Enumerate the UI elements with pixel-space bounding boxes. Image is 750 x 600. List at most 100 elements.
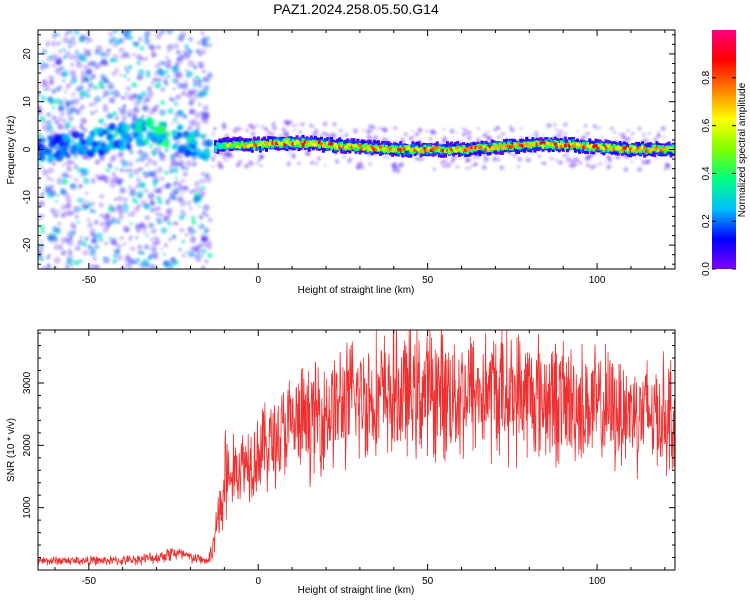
spectrogram-noise-point xyxy=(192,195,200,203)
spectrogram-noise-point xyxy=(563,132,568,136)
spectrogram-ridge-cell xyxy=(630,144,634,151)
spectrogram-ridge-cell xyxy=(539,141,543,145)
spectrogram-noise-point xyxy=(379,127,384,131)
spectrogram-ridge-cell xyxy=(559,145,563,149)
spectrogram-ridge-cell xyxy=(541,144,545,149)
spectrogram-noise-point xyxy=(142,105,147,111)
spectrogram-noise-point xyxy=(626,128,630,132)
spectrogram-noise-point xyxy=(131,41,135,45)
spectrogram-noise-point xyxy=(62,36,69,44)
spectrogram-blob xyxy=(99,132,104,138)
spectrogram-noise-point xyxy=(360,165,365,170)
spectrogram-noise-point xyxy=(557,160,563,165)
spectrogram-ridge-cell xyxy=(492,142,496,149)
spectrogram-noise-point xyxy=(64,193,71,201)
spectrogram-noise-point xyxy=(150,81,156,86)
spectrogram-noise-point xyxy=(221,122,227,128)
spectrogram-noise-point xyxy=(139,264,143,268)
spectrogram-noise-point xyxy=(637,166,643,173)
spectrogram-noise-point xyxy=(192,157,196,161)
snr-panel: -50 0 50 100 1000 2000 3000 Height of straigh… xyxy=(6,329,676,596)
spectrogram-ridge-cell xyxy=(551,143,555,147)
spectrogram-noise-point xyxy=(257,158,261,162)
spectrogram-ridge-cell xyxy=(214,146,218,153)
spectrogram-noise-point xyxy=(150,171,158,179)
spectrogram-ridge-cell xyxy=(336,145,340,149)
spectrogram-ridge-cell xyxy=(262,143,266,147)
spectrogram-ridge-cell xyxy=(574,143,578,147)
spectrogram-noise-point xyxy=(455,131,458,134)
spectrogram-noise-point xyxy=(140,159,144,163)
spectrogram-ridge-cell xyxy=(380,144,384,151)
spectrogram-blob xyxy=(108,122,116,131)
spectrogram-ridge-cell xyxy=(529,142,533,149)
spectrogram-noise-point xyxy=(119,236,124,240)
spectrogram-noise-point xyxy=(322,121,328,127)
spectrogram-noise-point xyxy=(38,163,41,166)
spectrogram-ridge-cell xyxy=(214,145,218,149)
spectrogram-noise-point xyxy=(173,43,180,50)
spectrogram-blob xyxy=(135,125,144,134)
spectrogram-noise-point xyxy=(419,157,424,162)
spectrogram-noise-point xyxy=(103,214,110,221)
spectrogram-noise-point xyxy=(56,193,60,197)
spectrogram-noise-point xyxy=(50,178,55,182)
spectrogram-noise-point xyxy=(65,173,70,179)
spectrogram-noise-point xyxy=(641,159,647,165)
spectrogram-noise-point xyxy=(465,166,469,170)
spectrogram-noise-point xyxy=(205,239,212,246)
spectrogram-noise-point xyxy=(183,50,188,55)
spectrogram-noise-point xyxy=(462,133,465,136)
spectrogram-noise-point xyxy=(162,214,170,222)
spectrogram-noise-point xyxy=(149,200,156,207)
spectrogram-noise-point xyxy=(122,203,129,211)
spectrogram-noise-point xyxy=(451,155,456,160)
spectrogram-noise-point xyxy=(160,100,166,105)
spectrogram-noise-point xyxy=(111,154,117,160)
spectrogram-noise-point xyxy=(58,49,63,54)
spectrogram-ridge-cell xyxy=(458,148,462,152)
spectrogram-ridge-cell xyxy=(405,146,409,150)
spectrogram-noise-point xyxy=(69,111,73,115)
spectrogram-noise-point xyxy=(126,160,134,168)
spectrogram-noise-point xyxy=(47,192,54,199)
spectrogram-blob xyxy=(71,131,80,139)
spectrogram-noise-point xyxy=(554,158,558,162)
spectrogram-noise-point xyxy=(86,236,89,239)
spectrogram-noise-point xyxy=(211,148,215,153)
spectrogram-noise-point xyxy=(148,144,153,149)
spectrogram-ridge-cell xyxy=(429,148,433,152)
spectrogram-noise-point xyxy=(201,248,207,254)
spectrogram-ridge-cell xyxy=(480,145,484,149)
spectrogram-noise-point xyxy=(88,102,94,107)
spectrogram-noise-point xyxy=(187,59,195,67)
spectrogram-noise-point xyxy=(576,129,579,133)
spectrogram-noise-point xyxy=(107,83,115,90)
spectrogram-scatter xyxy=(38,30,674,269)
spectrogram-noise-point xyxy=(41,266,46,269)
spectrogram-noise-point xyxy=(69,183,77,190)
spectrogram-ridge-cell xyxy=(567,144,571,148)
spectrogram-ridge-cell xyxy=(250,143,254,147)
spectrogram-ridge-cell xyxy=(464,148,468,152)
spectrogram-noise-point xyxy=(626,138,630,142)
spectrogram-noise-point xyxy=(99,51,106,58)
spectrogram-noise-point xyxy=(316,156,322,161)
spectrogram-noise-point xyxy=(87,221,94,228)
spectrogram-noise-point xyxy=(140,200,147,207)
spectrogram-noise-point xyxy=(44,63,50,69)
spectrogram-noise-point xyxy=(143,56,148,62)
spectrogram-ridge-cell xyxy=(389,147,393,151)
spectrogram-noise-point xyxy=(47,158,52,164)
spectrogram-noise-point xyxy=(38,92,42,97)
spectrogram-ridge-cell xyxy=(474,146,478,150)
spectrogram-noise-point xyxy=(63,55,68,60)
spectrogram-noise-point xyxy=(182,52,190,60)
spectrogram-noise-point xyxy=(155,77,162,83)
spectrogram-noise-point xyxy=(125,254,131,260)
spectrogram-noise-point xyxy=(73,165,79,170)
spectrogram-noise-point xyxy=(102,95,105,99)
spectrogram-blob xyxy=(38,144,41,151)
spectrogram-noise-point xyxy=(79,117,87,124)
spectrogram-noise-point xyxy=(108,236,112,240)
